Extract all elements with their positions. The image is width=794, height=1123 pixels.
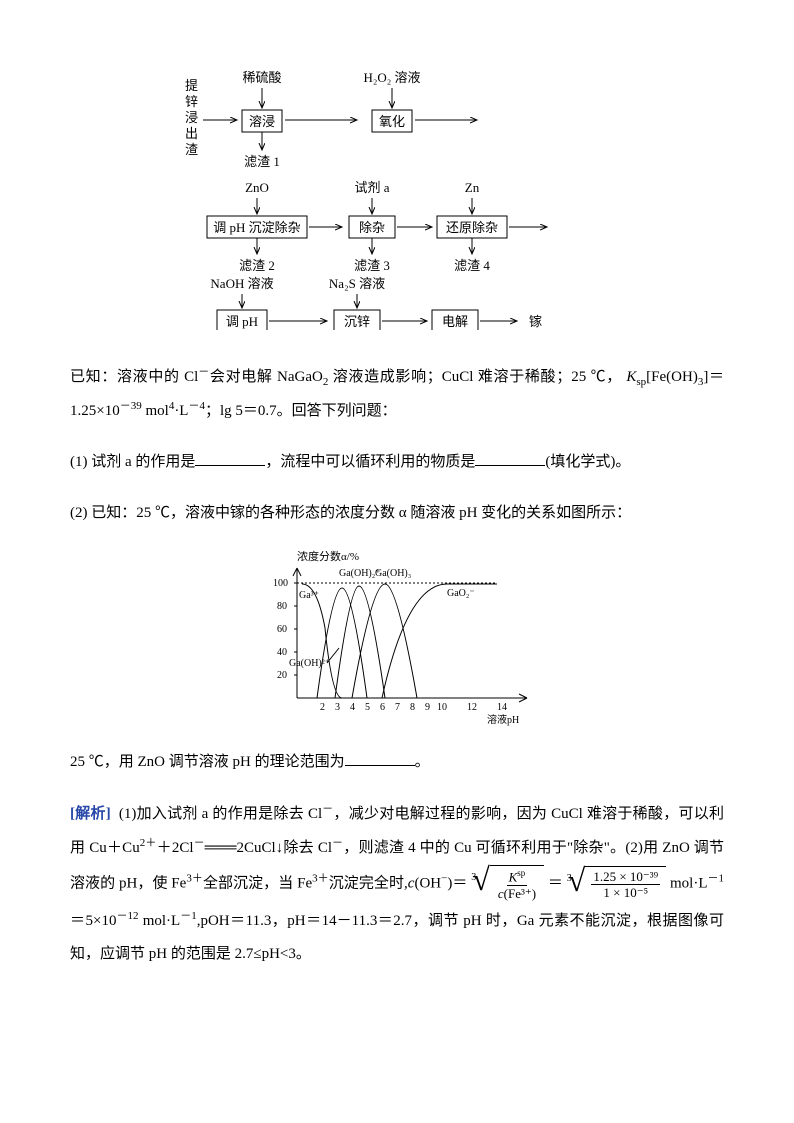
svg-text:浓度分数α/%: 浓度分数α/% [297, 549, 359, 563]
svg-text:14: 14 [497, 702, 507, 713]
alpha-ph-chart: 浓度分数α/% 20 40 60 80 100 234 567 89 10 12 1… [70, 548, 724, 728]
svg-text:滤渣 4: 滤渣 4 [454, 258, 490, 273]
blank-1 [195, 452, 265, 466]
svg-text:锌: 锌 [185, 94, 198, 109]
svg-text:稀硫酸: 稀硫酸 [242, 70, 281, 85]
svg-text:12: 12 [467, 702, 477, 713]
svg-text:NaOH 溶液: NaOH 溶液 [210, 276, 273, 291]
svg-text:调 pH 沉淀除杂: 调 pH 沉淀除杂 [213, 220, 300, 235]
svg-text:溶浸: 溶浸 [249, 114, 275, 129]
question-2b: 25 ℃，用 ZnO 调节溶液 pH 的理论范围为。 [70, 746, 724, 779]
svg-text:ZnO: ZnO [245, 180, 269, 195]
svg-text:Na₂S 溶液: Na₂S 溶液 [329, 276, 385, 291]
svg-text:40: 40 [277, 647, 287, 658]
svg-text:出: 出 [185, 126, 198, 141]
svg-text:还原除杂: 还原除杂 [446, 220, 498, 235]
svg-text:4: 4 [350, 702, 355, 713]
svg-text:氧化: 氧化 [379, 114, 405, 129]
svg-text:6: 6 [380, 702, 385, 713]
svg-text:Zn: Zn [465, 180, 480, 195]
svg-text:100: 100 [273, 578, 288, 589]
svg-text:滤渣 2: 滤渣 2 [239, 258, 275, 273]
svg-text:H₂O₂ 溶液: H₂O₂ 溶液 [363, 70, 420, 85]
svg-text:5: 5 [365, 702, 370, 713]
svg-text:GaO₂⁻: GaO₂⁻ [447, 588, 475, 599]
svg-text:Ga(OH)₃: Ga(OH)₃ [375, 568, 411, 579]
blank-3 [345, 752, 415, 766]
blank-2 [475, 452, 545, 466]
svg-text:7: 7 [395, 702, 400, 713]
svg-text:调 pH: 调 pH [226, 314, 258, 329]
svg-text:Ga³⁺: Ga³⁺ [299, 590, 319, 601]
svg-text:滤渣 3: 滤渣 3 [354, 258, 390, 273]
svg-text:镓: 镓 [529, 314, 542, 329]
flow-vlabel: 提 [185, 78, 198, 93]
svg-text:60: 60 [277, 624, 287, 635]
svg-text:2: 2 [320, 702, 325, 713]
question-2: (2) 已知：25 ℃，溶液中镓的各种形态的浓度分数 α 随溶液 pH 变化的关… [70, 497, 724, 530]
svg-text:渣: 渣 [185, 142, 198, 157]
flowchart-diagram: 提 锌 浸 出 渣 稀硫酸 溶浸 滤渣 1 H₂O₂ 溶液 氧化 ZnO 调 p… [70, 60, 724, 330]
question-1: (1) 试剂 a 的作用是，流程中可以循环利用的物质是(填化学式)。 [70, 446, 724, 479]
svg-text:Ga(OH)²⁺: Ga(OH)²⁺ [289, 658, 330, 669]
svg-text:80: 80 [277, 601, 287, 612]
svg-text:沉锌: 沉锌 [344, 314, 370, 329]
svg-text:3: 3 [335, 702, 340, 713]
svg-text:溶液pH: 溶液pH [487, 713, 519, 726]
svg-text:滤渣 1: 滤渣 1 [244, 154, 280, 169]
svg-text:10: 10 [437, 702, 447, 713]
svg-text:浸: 浸 [185, 110, 198, 125]
svg-text:20: 20 [277, 670, 287, 681]
svg-text:除杂: 除杂 [359, 220, 385, 235]
answer-label: [解析] [70, 806, 111, 822]
answer-block: [解析] (1)加入试剂 a 的作用是除去 Cl－，减少对电解过程的影响，因为 … [70, 797, 724, 971]
known-text: 已知：溶液中的 Cl－会对电解 NaGaO2 溶液造成影响；CuCl 难溶于稀酸… [70, 360, 724, 428]
svg-text:8: 8 [410, 702, 415, 713]
svg-text:电解: 电解 [442, 314, 468, 329]
svg-text:试剂 a: 试剂 a [354, 180, 389, 195]
svg-text:9: 9 [425, 702, 430, 713]
